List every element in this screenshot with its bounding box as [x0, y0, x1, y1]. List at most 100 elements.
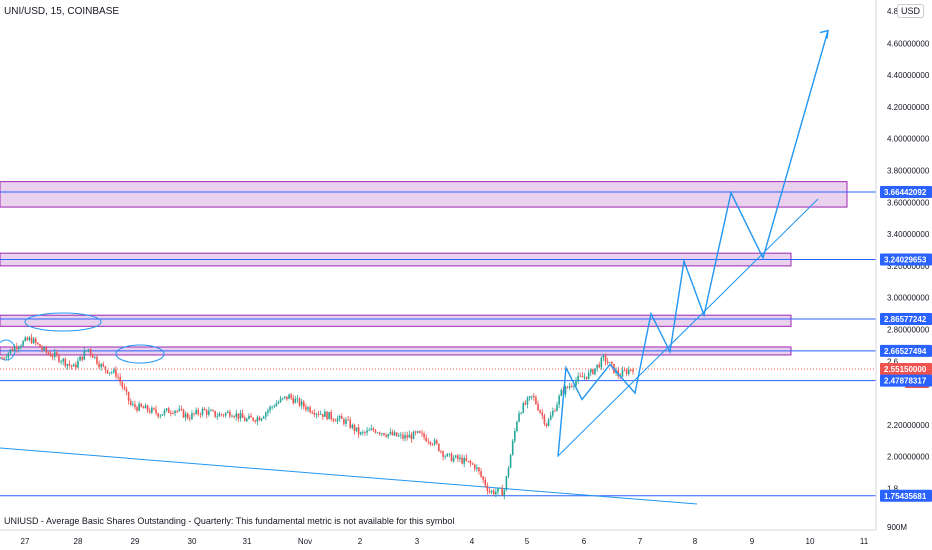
candle-body: [102, 364, 105, 367]
trend-lines: [0, 198, 819, 505]
candle-body: [241, 413, 244, 418]
candle-body: [395, 432, 398, 437]
candle-body: [180, 408, 183, 410]
candle-body: [442, 451, 444, 457]
candle-body: [362, 432, 364, 433]
candle-body: [243, 417, 246, 422]
price-tick-label: 3.80000000: [887, 167, 930, 176]
candle-body: [431, 443, 434, 445]
candle-body: [349, 419, 352, 428]
candle-body: [224, 412, 227, 416]
candle-body: [275, 403, 278, 407]
price-tick-label: 4.60000000: [887, 39, 930, 48]
candle-body: [503, 490, 506, 496]
candle-body: [5, 357, 8, 359]
candle-body: [208, 410, 210, 415]
candle-body: [592, 369, 594, 375]
currency-button[interactable]: USD: [897, 4, 925, 18]
time-axis[interactable]: 27 28 29 30 31 Nov 2 3 4 5 6 7 8 9 10 11: [0, 529, 876, 546]
price-label-text: 3.24029653: [884, 255, 927, 264]
candle-body: [484, 479, 487, 486]
candle-body: [600, 357, 603, 368]
candle-body: [410, 434, 413, 440]
candle-body: [492, 490, 495, 495]
candle-body: [79, 356, 81, 361]
candle-body: [144, 405, 147, 409]
candle-body: [321, 414, 324, 417]
candle-body: [163, 410, 166, 415]
candle-body: [148, 410, 151, 413]
candle-body: [72, 364, 75, 367]
candle-body: [446, 453, 449, 457]
candle-body: [427, 441, 430, 443]
candle-body: [22, 341, 24, 346]
price-label-box: [880, 253, 932, 266]
candle-body: [30, 337, 33, 344]
candle-body: [313, 413, 316, 415]
candle-body: [435, 440, 438, 444]
candle-body: [218, 413, 221, 417]
candle-body: [121, 382, 124, 388]
candle-body: [136, 407, 138, 411]
candle-body: [56, 352, 58, 356]
candle-body: [332, 418, 335, 421]
time-tick-label: 9: [750, 537, 755, 546]
candle-body: [391, 431, 394, 436]
candle-body: [195, 409, 197, 414]
candle-body: [119, 377, 121, 383]
volume-axis-label: 900M: [887, 523, 907, 532]
candle-body: [125, 388, 128, 392]
symbol-header[interactable]: UNI/USD, 15, COINBASE: [4, 6, 120, 17]
candle-body: [338, 415, 341, 419]
price-tick-label: 3.60000000: [887, 198, 930, 207]
candle-body: [537, 404, 539, 411]
candle-body: [511, 440, 514, 455]
candle-body: [507, 468, 510, 477]
time-tick-label: 7: [638, 537, 643, 546]
candle-body: [353, 424, 356, 432]
candle-body: [476, 467, 478, 469]
price-tick-label: 2.00000000: [887, 453, 930, 462]
candle-body: [300, 401, 303, 406]
highlight-ellipse-2: [115, 344, 165, 364]
candle-body: [129, 400, 132, 405]
upward-trend-line[interactable]: [557, 198, 819, 457]
candle-body: [564, 386, 567, 395]
candle-body: [583, 376, 586, 378]
candle-body: [423, 433, 425, 438]
candle-body: [336, 418, 339, 422]
candle-body: [568, 386, 571, 388]
candle-body: [117, 376, 119, 378]
candle-body: [526, 398, 529, 405]
candle-body: [212, 410, 214, 412]
candle-body: [450, 453, 453, 462]
candle-body: [528, 396, 531, 399]
candle-body: [429, 441, 432, 444]
price-axis[interactable]: 4.60000000 4.40000000 4.20000000 4.00000000…: [875, 0, 932, 532]
candle-body: [294, 399, 297, 404]
candle-body: [87, 349, 90, 351]
candle-body: [611, 362, 613, 364]
candle-body: [239, 413, 242, 419]
candle-body: [178, 408, 181, 411]
candle-body: [419, 431, 421, 433]
candle-body: [473, 464, 476, 469]
candle-body: [127, 391, 130, 401]
candle-body: [541, 412, 544, 416]
candle-body: [366, 430, 368, 433]
candle-body: [216, 416, 219, 418]
candle-body: [159, 415, 162, 417]
price-label-box: [880, 313, 932, 326]
candle-body: [497, 488, 499, 492]
candle-body: [471, 463, 474, 465]
candle-body: [191, 413, 193, 420]
candle-body: [222, 414, 225, 416]
price-label-text: 3.66442092: [884, 188, 927, 197]
price-label-text: 1.75435681: [884, 492, 927, 501]
candle-body: [598, 364, 601, 368]
candle-body: [34, 338, 37, 343]
candle-body: [193, 413, 195, 414]
candle-body: [98, 363, 100, 368]
lower-trend-line[interactable]: [0, 447, 698, 505]
